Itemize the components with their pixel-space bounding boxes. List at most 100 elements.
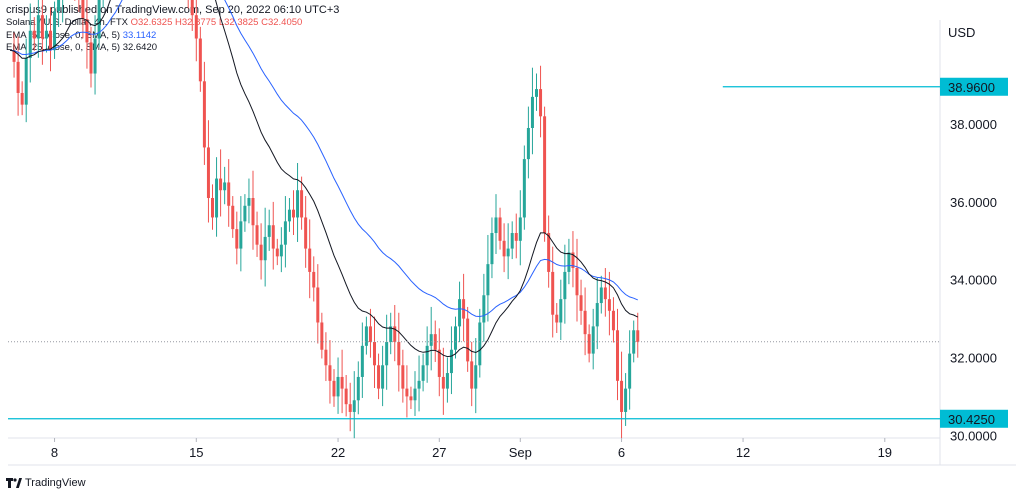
candle-body xyxy=(53,11,57,51)
candle-body xyxy=(595,303,599,327)
candle-body xyxy=(530,96,534,128)
x-tick-label: 27 xyxy=(432,445,446,460)
x-tick-label: 15 xyxy=(189,445,203,460)
candle-body xyxy=(206,147,210,199)
candle-body xyxy=(231,205,235,230)
candle-body xyxy=(279,244,283,257)
candle-body xyxy=(506,248,510,257)
candle-body xyxy=(275,248,279,257)
y-tick-label: 32.0000 xyxy=(950,351,997,366)
candle-body xyxy=(235,229,239,249)
candle-body xyxy=(624,388,628,412)
candle-body xyxy=(543,116,547,234)
candle-body xyxy=(417,380,421,389)
candle-body xyxy=(44,30,48,39)
candle-body xyxy=(312,271,316,288)
candle-body xyxy=(599,287,603,304)
x-tick-label: 8 xyxy=(51,445,58,460)
candle-body xyxy=(454,326,457,350)
candle-body xyxy=(259,244,263,261)
candle-body xyxy=(239,221,243,249)
candle-body xyxy=(223,182,227,191)
candle-body xyxy=(381,365,385,389)
y-tick-label: 30.0000 xyxy=(950,428,997,443)
candle-body xyxy=(85,19,89,43)
candle-body xyxy=(211,198,214,218)
candle-body xyxy=(352,400,356,412)
candle-body xyxy=(373,341,376,366)
candle-body xyxy=(194,15,198,39)
candle-body xyxy=(271,225,275,249)
candle-body xyxy=(591,326,595,354)
legend-symbol[interactable]: Solana / U.S. Dollar, 4h, FTX xyxy=(6,17,128,28)
candle-body xyxy=(316,287,320,323)
candle-body xyxy=(502,240,506,257)
candle-body xyxy=(563,271,567,300)
candle-body xyxy=(89,42,93,74)
candle-body xyxy=(478,322,482,366)
candle-body xyxy=(567,252,571,272)
legend-low: L32.3825 xyxy=(218,17,259,28)
legend-ema25-row[interactable]: EMA (25, close, 0, SMA, 5) 32.6420 xyxy=(6,42,302,55)
y-tick-label: 38.0000 xyxy=(950,117,997,132)
x-tick-label: 6 xyxy=(618,445,625,460)
candle-body xyxy=(320,322,324,350)
candle-body xyxy=(559,299,563,323)
candle-body xyxy=(616,330,619,381)
candle-body xyxy=(571,252,575,269)
candle-body xyxy=(292,209,295,218)
candle-body xyxy=(575,268,579,296)
candle-body xyxy=(429,334,433,346)
tradingview-label: TradingView xyxy=(25,477,86,489)
candle-body xyxy=(385,341,389,366)
candle-body xyxy=(57,0,61,12)
ema50-line xyxy=(9,0,638,318)
candle-body xyxy=(336,376,340,397)
level-price-badge xyxy=(940,77,1008,96)
tradingview-logo-icon xyxy=(6,478,22,488)
candle-body xyxy=(449,349,453,374)
candle-body xyxy=(579,295,583,311)
candle-body xyxy=(368,326,372,342)
candle-body xyxy=(296,190,300,218)
candle-body xyxy=(514,233,518,241)
candle-body xyxy=(348,404,352,412)
x-tick-label: 22 xyxy=(331,445,345,460)
candle-body xyxy=(607,299,611,311)
candle-body xyxy=(324,349,328,366)
candle-body xyxy=(24,57,28,105)
candle-body xyxy=(389,326,393,342)
candle-body xyxy=(421,365,425,381)
candle-body xyxy=(425,345,429,366)
legend-ema25-label: EMA (25, close, 0, SMA, 5) xyxy=(6,42,121,53)
candle-body xyxy=(287,209,291,222)
candle-body xyxy=(247,198,251,206)
candle-body xyxy=(328,365,332,381)
x-tick-label: 19 xyxy=(878,445,892,460)
candle-body xyxy=(401,365,405,389)
candle-body xyxy=(482,295,486,323)
candle-body xyxy=(474,365,478,389)
candle-body xyxy=(190,0,194,16)
candle-body xyxy=(632,330,636,354)
candle-body xyxy=(36,15,40,39)
x-tick-label: Sep xyxy=(509,445,532,460)
candle-body xyxy=(308,248,312,272)
candle-body xyxy=(251,198,255,226)
candle-body xyxy=(28,30,32,58)
candle-body xyxy=(498,217,502,241)
y-tick-label: 34.0000 xyxy=(950,273,997,288)
level-price-label: 38.9600 xyxy=(948,80,995,95)
candle-body xyxy=(283,221,287,245)
candle-body xyxy=(255,225,259,245)
legend-ema50-value: 33.1142 xyxy=(122,29,157,41)
candle-body xyxy=(397,341,401,366)
candle-body xyxy=(263,236,267,261)
candle-body xyxy=(628,353,632,389)
candle-body xyxy=(405,388,409,397)
candle-body xyxy=(243,205,247,222)
candle-body xyxy=(518,217,522,241)
candle-body xyxy=(494,217,498,234)
legend-ema50-row[interactable]: EMA (50, close, 0, SMA, 5) 33.1142 xyxy=(6,30,302,43)
